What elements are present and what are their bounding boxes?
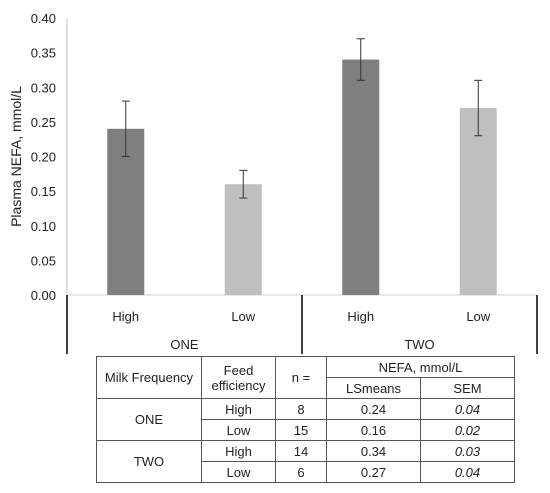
y-tick-label: 0.35 [31,46,56,61]
sem-cell: 0.04 [419,398,516,420]
nefa-bar-chart: Plasma NEFA, mmol/L 0.00 0.05 0.10 0.15 0.20 0… [8,11,538,354]
x-group-label: ONE [170,337,199,352]
sem-cell: 0.04 [419,461,516,483]
x-group-label: TWO [404,337,434,352]
group-cell-two: TWO [96,440,202,483]
y-tick-label: 0.30 [31,80,56,95]
lsmeans-cell: 0.34 [326,440,421,462]
n-cell: 14 [275,440,327,462]
sem-cell: 0.03 [419,440,516,462]
table-row: ONE High 8 0.24 0.04 [96,398,516,441]
feed-efficiency-cell: Low [201,461,276,483]
bar-one-low [224,184,262,295]
y-axis-title: Plasma NEFA, mmol/L [8,86,24,227]
x-category-label: High [112,309,139,324]
bar-two-low [459,108,497,296]
n-cell: 8 [275,398,327,420]
bar-two-high [342,59,380,295]
lsmeans-header: LSmeans [326,377,421,399]
feed-efficiency-header: Feed efficiency [201,356,276,399]
y-tick-label: 0.00 [31,288,56,303]
sem-header: SEM [419,377,516,399]
table-header-row: Milk Frequency Feed efficiency n = NEFA,… [96,356,516,399]
nefa-header: NEFA, mmol/L [325,356,516,378]
group-cell-one: ONE [96,398,202,441]
lsmeans-cell: 0.16 [326,419,421,441]
feed-efficiency-cell: High [201,440,276,462]
n-cell: 15 [275,419,327,441]
lsmeans-cell: 0.24 [326,398,421,420]
y-tick-label: 0.15 [31,184,56,199]
x-category-label: High [347,309,374,324]
lsmeans-cell: 0.27 [326,461,421,483]
feed-efficiency-cell: Low [201,419,276,441]
n-header: n = [275,356,327,399]
table-subheader-row: LSmeans SEM [97,377,516,399]
table-row: Low 6 0.27 0.04 [97,461,516,483]
y-tick-label: 0.40 [31,11,56,26]
x-category-label: Low [466,309,490,324]
n-cell: 6 [275,461,327,483]
x-category-label: Low [231,309,255,324]
y-tick-label: 0.05 [31,253,56,268]
sem-cell: 0.02 [419,419,516,441]
nefa-stats-table: Milk Frequency Feed efficiency n = NEFA,… [96,356,516,483]
y-tick-label: 0.25 [31,115,56,130]
y-tick-label: 0.10 [31,219,56,234]
feed-efficiency-cell: High [201,398,276,420]
y-tick-label: 0.20 [31,150,56,165]
table-row: TWO High 14 0.34 0.03 [96,440,516,483]
milk-frequency-header: Milk Frequency [96,356,202,399]
